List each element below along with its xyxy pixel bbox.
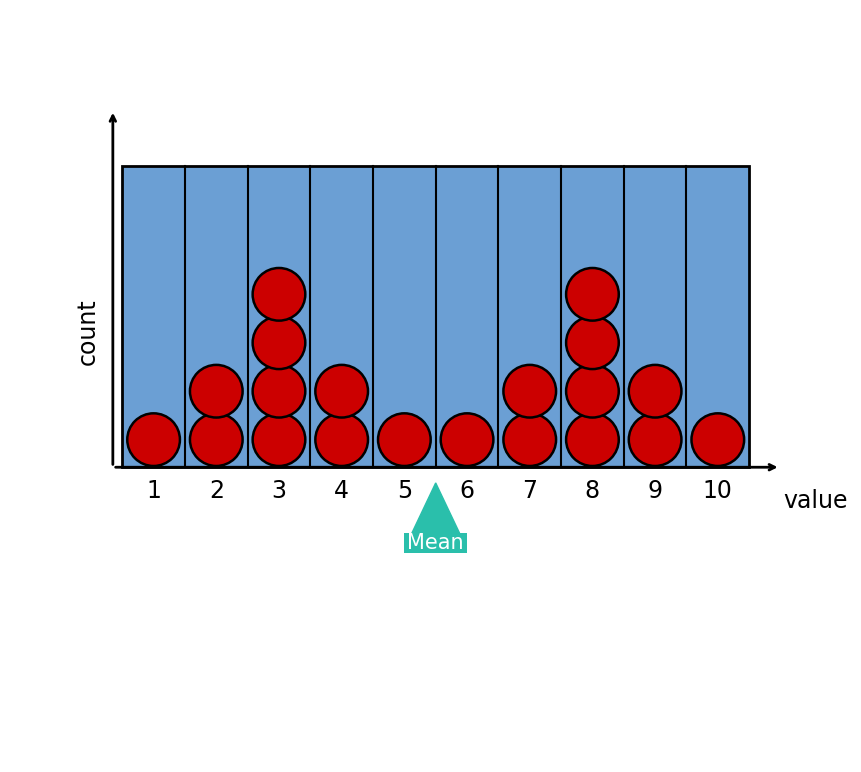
- Circle shape: [628, 365, 681, 418]
- Text: 6: 6: [459, 479, 474, 503]
- Circle shape: [566, 317, 618, 369]
- Text: 2: 2: [208, 479, 224, 503]
- Text: 1: 1: [146, 479, 161, 503]
- Text: 3: 3: [271, 479, 286, 503]
- Text: 9: 9: [647, 479, 662, 503]
- Circle shape: [440, 413, 492, 466]
- Circle shape: [628, 413, 681, 466]
- Circle shape: [189, 413, 242, 466]
- FancyBboxPatch shape: [404, 533, 467, 553]
- Text: 7: 7: [522, 479, 536, 503]
- Text: 5: 5: [396, 479, 412, 503]
- Text: 8: 8: [584, 479, 599, 503]
- Polygon shape: [412, 483, 459, 533]
- Circle shape: [315, 413, 368, 466]
- Text: 4: 4: [334, 479, 349, 503]
- Circle shape: [378, 413, 430, 466]
- Text: value: value: [783, 489, 847, 513]
- Text: Mean: Mean: [407, 533, 463, 553]
- Circle shape: [691, 413, 743, 466]
- Circle shape: [566, 413, 618, 466]
- Text: 10: 10: [702, 479, 732, 503]
- Circle shape: [566, 268, 618, 320]
- Circle shape: [252, 413, 305, 466]
- Circle shape: [566, 365, 618, 418]
- Text: count: count: [76, 299, 100, 365]
- Circle shape: [503, 365, 555, 418]
- FancyBboxPatch shape: [122, 166, 748, 467]
- Circle shape: [189, 365, 242, 418]
- Circle shape: [127, 413, 180, 466]
- Circle shape: [252, 317, 305, 369]
- Circle shape: [503, 413, 555, 466]
- Circle shape: [252, 268, 305, 320]
- Circle shape: [315, 365, 368, 418]
- Circle shape: [252, 365, 305, 418]
